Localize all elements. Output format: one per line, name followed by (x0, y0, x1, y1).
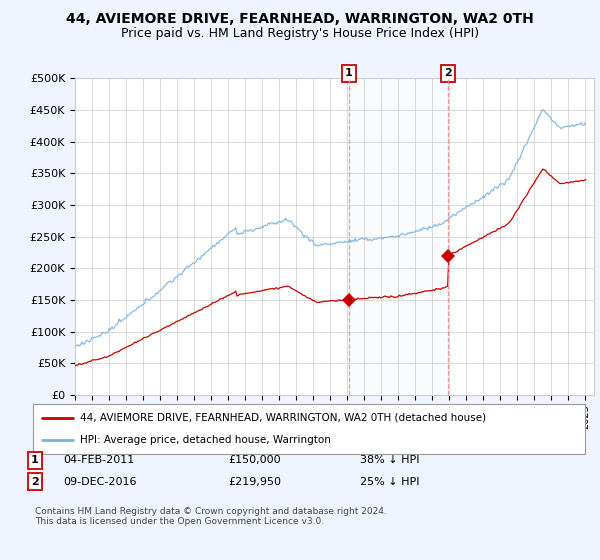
Text: £219,950: £219,950 (228, 477, 281, 487)
Bar (349, 78, 448, 395)
Text: 09-DEC-2016: 09-DEC-2016 (63, 477, 137, 487)
Text: 44, AVIEMORE DRIVE, FEARNHEAD, WARRINGTON, WA2 0TH (detached house): 44, AVIEMORE DRIVE, FEARNHEAD, WARRINGTO… (80, 413, 486, 423)
Text: 1: 1 (345, 68, 353, 78)
Text: HPI: Average price, detached house, Warrington: HPI: Average price, detached house, Warr… (80, 435, 331, 445)
Text: 38% ↓ HPI: 38% ↓ HPI (360, 455, 419, 465)
Text: 04-FEB-2011: 04-FEB-2011 (63, 455, 134, 465)
Text: 44, AVIEMORE DRIVE, FEARNHEAD, WARRINGTON, WA2 0TH: 44, AVIEMORE DRIVE, FEARNHEAD, WARRINGTO… (66, 12, 534, 26)
Text: 25% ↓ HPI: 25% ↓ HPI (360, 477, 419, 487)
Text: Price paid vs. HM Land Registry's House Price Index (HPI): Price paid vs. HM Land Registry's House … (121, 27, 479, 40)
Text: Contains HM Land Registry data © Crown copyright and database right 2024.
This d: Contains HM Land Registry data © Crown c… (35, 507, 386, 526)
Text: 2: 2 (31, 477, 38, 487)
Text: £150,000: £150,000 (228, 455, 281, 465)
Text: 2: 2 (444, 68, 452, 78)
Text: 1: 1 (31, 455, 38, 465)
